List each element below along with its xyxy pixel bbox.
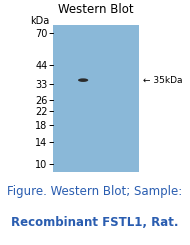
Text: Western Blot: Western Blot <box>58 3 134 16</box>
Text: Recombinant FSTL1, Rat.: Recombinant FSTL1, Rat. <box>11 216 179 230</box>
Text: kDa: kDa <box>31 16 50 26</box>
Ellipse shape <box>78 78 88 82</box>
Text: Figure. Western Blot; Sample:: Figure. Western Blot; Sample: <box>7 184 183 198</box>
Text: ← 35kDa: ← 35kDa <box>143 76 182 85</box>
